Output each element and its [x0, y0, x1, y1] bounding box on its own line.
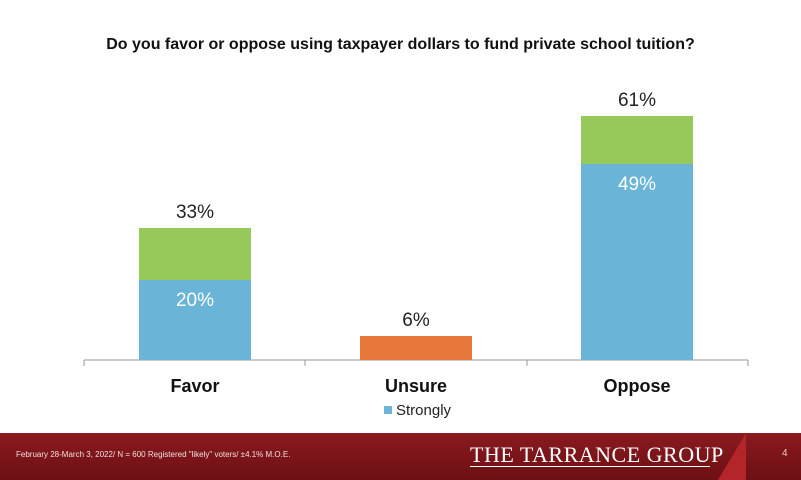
footer-bar: February 28-March 3, 2022/ N = 600 Regis… — [0, 433, 801, 480]
bar-layer — [139, 116, 693, 360]
legend-layer: Strongly — [384, 402, 452, 419]
category-label: Oppose — [603, 376, 670, 396]
bar-oppose-strongly — [581, 164, 693, 360]
bar-unsure-unsure — [360, 336, 472, 360]
bar-favor-somewhat — [139, 228, 251, 280]
strongly-label: 49% — [618, 174, 656, 195]
axis-layer — [83, 359, 749, 366]
survey-note: February 28-March 3, 2022/ N = 600 Regis… — [16, 450, 291, 459]
brand-logo-text: THE TARRANCE GROUP — [470, 442, 724, 467]
total-label: 61% — [618, 90, 656, 111]
page-number: 4 — [782, 448, 788, 459]
category-label: Unsure — [385, 376, 447, 396]
brand-underline — [470, 466, 710, 467]
strongly-label: 20% — [176, 290, 214, 311]
bar-favor-strongly — [139, 280, 251, 360]
legend-label: Strongly — [396, 402, 452, 419]
bar-oppose-somewhat — [581, 116, 693, 164]
label-layer: 33% 20% Favor 6% Unsure 61% 49% Oppose — [170, 90, 670, 396]
category-label: Favor — [170, 376, 219, 396]
chart-title: Do you favor or oppose using taxpayer do… — [106, 36, 695, 53]
bar-chart: 33% 20% Favor 6% Unsure 61% 49% Oppose Strongly — [83, 90, 749, 419]
total-label: 6% — [402, 310, 430, 331]
legend-swatch — [384, 406, 392, 414]
footer-accent — [718, 433, 746, 480]
total-label: 33% — [176, 202, 214, 223]
